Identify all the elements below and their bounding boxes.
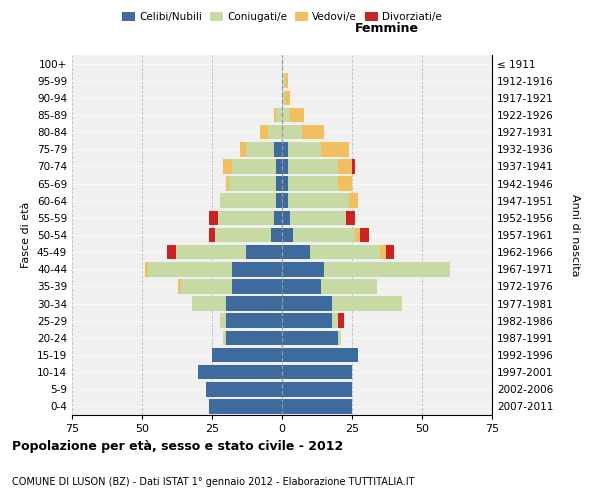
Bar [277,194,282,208]
Bar [282,296,332,311]
Bar [282,382,352,396]
Bar [232,159,277,174]
Bar [290,108,304,122]
Bar [167,245,176,260]
Bar [282,74,285,88]
Bar [232,262,282,276]
Bar [274,142,282,156]
Bar [226,176,229,191]
Bar [193,296,226,311]
Bar [282,125,302,140]
Bar [282,245,310,260]
Bar [226,314,282,328]
Bar [220,194,277,208]
Bar [287,176,338,191]
Bar [245,245,282,260]
Bar [282,262,324,276]
Bar [198,365,282,380]
Y-axis label: Anni di nascita: Anni di nascita [570,194,580,276]
Bar [268,125,282,140]
Bar [277,176,282,191]
Bar [206,382,282,396]
Bar [226,330,282,345]
Bar [332,314,338,328]
Bar [338,314,344,328]
Bar [220,314,226,328]
Text: Femmine: Femmine [355,22,419,35]
Bar [338,176,352,191]
Bar [277,108,282,122]
Bar [178,279,181,293]
Bar [215,228,271,242]
Bar [282,210,290,225]
Bar [361,228,369,242]
Bar [293,228,355,242]
Bar [226,296,282,311]
Text: COMUNE DI LUSON (BZ) - Dati ISTAT 1° gennaio 2012 - Elaborazione TUTTITALIA.IT: COMUNE DI LUSON (BZ) - Dati ISTAT 1° gen… [12,477,415,487]
Bar [181,279,232,293]
Legend: Celibi/Nubili, Coniugati/e, Vedovi/e, Divorziati/e: Celibi/Nubili, Coniugati/e, Vedovi/e, Di… [118,8,446,26]
Bar [176,245,245,260]
Bar [232,279,282,293]
Bar [285,74,287,88]
Bar [282,159,287,174]
Bar [260,125,268,140]
Bar [282,279,321,293]
Bar [209,228,215,242]
Bar [287,159,338,174]
Bar [212,348,282,362]
Bar [282,314,332,328]
Bar [346,210,355,225]
Bar [223,330,226,345]
Bar [310,245,380,260]
Bar [277,159,282,174]
Bar [282,228,293,242]
Bar [338,159,352,174]
Bar [240,142,245,156]
Bar [287,194,349,208]
Bar [145,262,148,276]
Bar [332,296,403,311]
Bar [282,330,338,345]
Bar [282,399,352,413]
Bar [271,228,282,242]
Bar [223,159,232,174]
Bar [274,210,282,225]
Bar [282,142,287,156]
Y-axis label: Fasce di età: Fasce di età [22,202,31,268]
Bar [274,108,277,122]
Bar [218,210,274,225]
Bar [282,365,352,380]
Bar [229,176,277,191]
Bar [386,245,394,260]
Bar [282,348,358,362]
Bar [338,330,341,345]
Bar [380,245,386,260]
Bar [352,159,355,174]
Text: Popolazione per età, sesso e stato civile - 2012: Popolazione per età, sesso e stato civil… [12,440,343,453]
Bar [287,142,321,156]
Bar [324,262,450,276]
Bar [245,142,274,156]
Bar [321,279,377,293]
Bar [282,176,287,191]
Bar [285,90,290,105]
Bar [148,262,232,276]
Bar [282,194,287,208]
Bar [282,108,290,122]
Bar [209,399,282,413]
Bar [290,210,346,225]
Bar [302,125,324,140]
Bar [355,228,361,242]
Bar [349,194,358,208]
Bar [321,142,349,156]
Bar [282,90,285,105]
Bar [209,210,218,225]
